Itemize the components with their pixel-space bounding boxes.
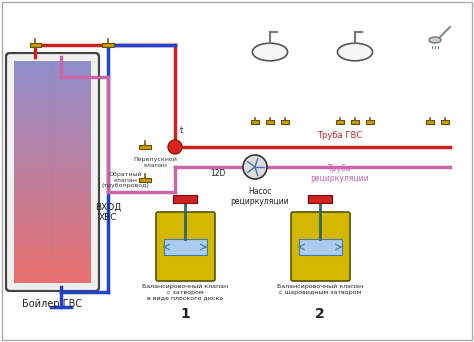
Bar [14, 179, 91, 187]
Bar [14, 216, 91, 224]
Ellipse shape [337, 43, 373, 61]
Bar [366, 120, 374, 124]
Circle shape [168, 140, 182, 154]
Bar [14, 223, 91, 231]
Bar [14, 97, 91, 105]
FancyBboxPatch shape [156, 212, 215, 281]
Bar [336, 120, 344, 124]
Bar [299, 239, 342, 255]
Text: ВХОД
ХВС: ВХОД ХВС [95, 202, 121, 222]
Text: Труба ГВС: Труба ГВС [318, 131, 363, 140]
Bar [14, 209, 91, 216]
Text: 12D: 12D [210, 170, 226, 179]
Bar [14, 105, 91, 113]
Circle shape [243, 155, 267, 179]
Ellipse shape [252, 43, 288, 61]
Bar [14, 201, 91, 209]
Bar [14, 246, 91, 253]
FancyBboxPatch shape [6, 53, 99, 291]
Ellipse shape [429, 37, 441, 43]
Bar [351, 120, 359, 124]
Bar [102, 42, 114, 48]
Bar [14, 186, 91, 194]
Bar [266, 120, 274, 124]
Bar [14, 238, 91, 246]
Bar [14, 157, 91, 165]
FancyBboxPatch shape [291, 212, 350, 281]
Bar [14, 149, 91, 157]
Text: 1: 1 [180, 307, 190, 321]
Bar [426, 120, 434, 124]
Bar [14, 275, 91, 283]
Bar [14, 120, 91, 128]
Bar [14, 268, 91, 276]
Text: Балансировочный клапан
с шаровидным затвором: Балансировочный клапан с шаровидным затв… [277, 284, 363, 295]
Bar [281, 120, 289, 124]
Bar [14, 90, 91, 98]
Bar [251, 120, 259, 124]
Bar [14, 253, 91, 261]
Bar [14, 68, 91, 76]
Bar [30, 42, 41, 48]
Text: Балансировочный клапан
с затвором
в виде плоского диска: Балансировочный клапан с затвором в виде… [142, 284, 228, 301]
Bar [14, 142, 91, 150]
Bar [139, 177, 151, 182]
Bar [164, 239, 207, 255]
Text: Бойлер ГВС: Бойлер ГВС [22, 299, 82, 309]
Bar [14, 127, 91, 135]
Bar [139, 145, 151, 149]
Text: t: t [180, 126, 183, 135]
Text: Обратный
клапан
(трубопровод): Обратный клапан (трубопровод) [101, 172, 149, 188]
Bar [14, 112, 91, 120]
Bar [14, 75, 91, 83]
Bar [441, 120, 449, 124]
Bar [173, 195, 197, 203]
Text: Труба
рециркуляции: Труба рециркуляции [310, 164, 369, 183]
Bar [14, 164, 91, 172]
Bar [14, 260, 91, 268]
Text: Насос
рециркуляции: Насос рециркуляции [231, 187, 289, 207]
Text: Перепускной
клапан: Перепускной клапан [133, 157, 177, 168]
Bar [14, 134, 91, 142]
Bar [14, 83, 91, 91]
Bar [14, 171, 91, 180]
Bar [14, 194, 91, 201]
Bar [14, 61, 91, 68]
Bar [308, 195, 332, 203]
Text: 2: 2 [315, 307, 325, 321]
Bar [14, 231, 91, 239]
